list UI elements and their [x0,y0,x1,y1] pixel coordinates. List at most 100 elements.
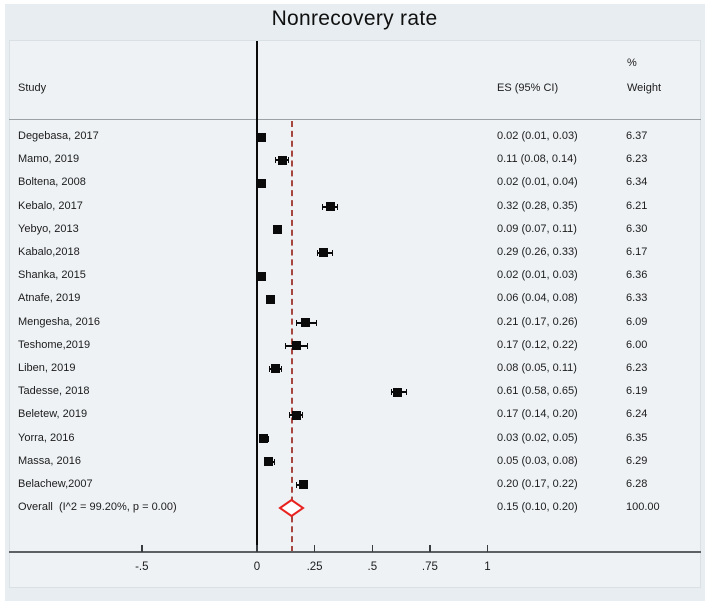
es-marker [319,248,329,258]
ci-cap-left [289,412,291,419]
es-value: 0.29 (0.26, 0.33) [497,245,578,258]
study-label: Mamo, 2019 [18,153,80,166]
study-label: Liben, 2019 [18,361,76,374]
es-value: 0.20 (0.17, 0.22) [497,477,578,490]
axis-tick [429,545,431,552]
weight-value: 6.29 [626,454,648,467]
es-value: 0.32 (0.28, 0.35) [497,199,578,212]
weight-value: 6.21 [626,199,648,212]
overall-estimate-line [290,121,293,552]
study-label: Belachew,2007 [18,477,93,490]
axis-tick-label: 1 [484,561,491,573]
es-value: 0.17 (0.12, 0.22) [497,338,578,351]
ci-cap-right [315,319,317,326]
weight-value: 6.23 [626,153,648,166]
study-label: Kebalo, 2017 [18,199,83,212]
axis-tick-label: .5 [367,561,378,573]
weight-value: 6.33 [626,292,648,305]
study-label: Mengesha, 2016 [18,315,100,328]
ci-cap-right [288,157,290,164]
es-value: 0.02 (0.01, 0.03) [497,130,578,142]
ci-cap-left [390,389,392,396]
es-value: 0.02 (0.01, 0.04) [497,176,578,189]
axis-tick-label: .25 [306,561,323,573]
es-marker [298,480,308,490]
study-label: Massa, 2016 [18,454,81,467]
study-label: Shanka, 2015 [18,269,86,282]
es-marker [257,271,267,281]
es-marker [273,225,283,235]
zero-line [256,41,258,552]
es-value: 0.06 (0.04, 0.08) [497,292,578,305]
es-marker [300,318,310,327]
es-marker [266,294,276,304]
study-label: Beletew, 2019 [18,408,88,421]
chart-title: Nonrecovery rate [271,7,438,30]
weight-value: 6.37 [626,130,648,142]
column-header-study: Study [18,82,47,94]
ci-cap-left [275,157,277,164]
ci-cap-right [405,389,407,396]
column-header-weight: Weight [627,82,662,94]
ci-cap-left [296,319,298,326]
axis-tick-label: 0 [253,561,261,573]
es-value: 0.05 (0.03, 0.08) [497,454,578,467]
es-marker [393,387,403,397]
weight-value: 6.36 [626,269,648,282]
ci-cap-right [306,342,308,349]
es-value: 0.15 (0.10, 0.20) [497,501,578,513]
es-value: 0.08 (0.05, 0.11) [497,361,577,374]
es-value: 0.21 (0.17, 0.26) [497,315,578,328]
study-label: Teshome,2019 [18,338,91,351]
column-header-es: ES (95% CI) [497,82,559,94]
ci-cap-right [302,412,304,419]
column-header-percent: % [627,57,637,69]
weight-value: 100.00 [626,501,660,513]
x-axis [9,551,701,553]
weight-value: 6.24 [626,408,648,421]
weight-value: 6.17 [626,245,648,258]
es-value: 0.09 (0.07, 0.11) [497,222,577,235]
es-value: 0.61 (0.58, 0.65) [497,385,578,398]
weight-value: 6.00 [626,338,648,351]
es-marker [259,434,269,443]
study-label: Yebyo, 2013 [18,222,79,235]
weight-value: 6.35 [626,431,648,444]
study-label: Boltena, 2008 [18,176,86,189]
es-value: 0.11 (0.08, 0.14) [497,153,577,166]
ci-cap-left [268,365,270,372]
es-marker [257,132,267,142]
weight-value: 6.34 [626,176,648,189]
study-label: Yorra, 2016 [18,431,75,444]
es-marker [291,341,301,351]
ci-cap-left [316,249,318,256]
ci-cap-right [332,249,334,256]
study-label: Atnafe, 2019 [18,292,81,305]
plot-panel [9,40,701,588]
weight-value: 6.23 [626,361,648,374]
es-value: 0.02 (0.01, 0.03) [497,269,578,282]
axis-tick [141,545,143,552]
study-label: Tadesse, 2018 [18,385,90,398]
ci-cap-right [274,458,276,465]
axis-tick [486,545,489,552]
study-label: Degebasa, 2017 [18,130,99,142]
axis-tick-label: -.5 [135,561,149,573]
overall-diamond [278,498,305,518]
es-marker [326,202,336,212]
es-marker [257,178,267,188]
ci-cap-right [281,365,283,372]
header-divider [9,119,701,120]
ci-cap-left [296,481,298,488]
axis-tick [256,545,258,552]
ci-cap-left [321,203,323,210]
axis-tick [371,545,373,552]
weight-value: 6.09 [626,315,648,328]
weight-value: 6.30 [626,222,648,235]
overall-label: Overall (I^2 = 99.20%, p = 0.00) [18,501,177,513]
weight-value: 6.28 [626,477,648,490]
es-marker [270,364,280,374]
es-value: 0.17 (0.14, 0.20) [497,408,578,421]
es-marker [277,155,287,165]
